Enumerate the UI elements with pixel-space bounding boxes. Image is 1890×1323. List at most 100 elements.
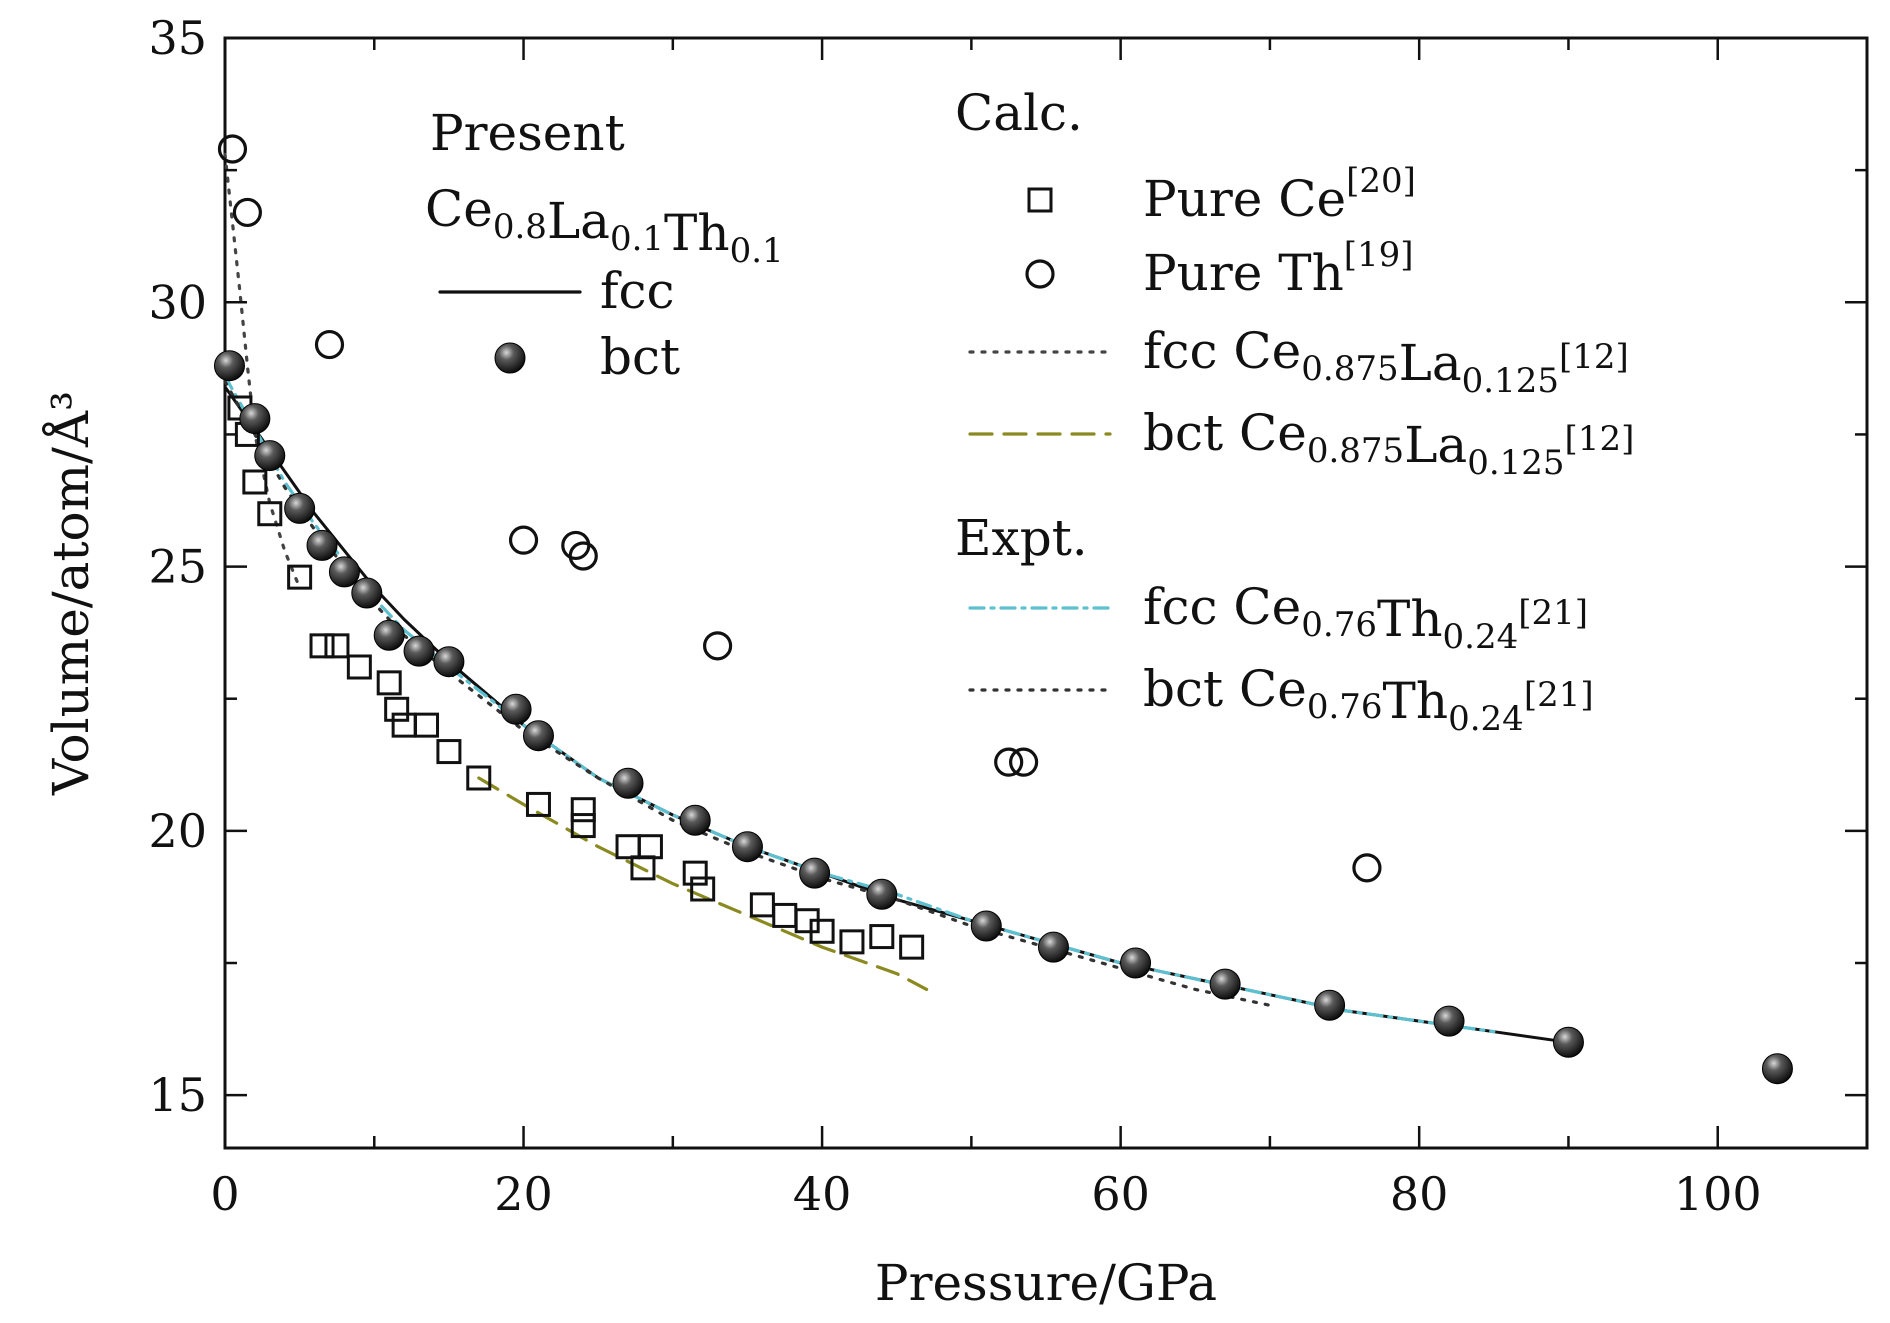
data-point xyxy=(213,350,245,382)
data-point xyxy=(702,631,733,661)
legend-label: fcc xyxy=(600,262,675,320)
x-tick-label: 0 xyxy=(210,1167,239,1221)
data-point xyxy=(637,834,663,860)
data-point xyxy=(391,712,417,738)
data-point xyxy=(232,197,262,228)
data-point xyxy=(522,720,554,752)
legend-entry: Pure Ce[20] xyxy=(1027,161,1416,228)
legend-text-part: 0.24 xyxy=(1443,617,1519,657)
axis-ticks: 0 20 40 60 80 100 15 20 25 30 35 xyxy=(148,11,1869,1221)
legend-entry: fcc xyxy=(438,262,675,320)
legend-label: bct Ce0.76Th0.24[21] xyxy=(1143,660,1594,739)
legend-entry: Pure Th[19] xyxy=(1025,235,1414,302)
data-point xyxy=(384,696,410,722)
data-point xyxy=(508,525,539,555)
legend-entry: bct xyxy=(494,328,680,386)
data-point xyxy=(839,929,865,955)
data-point xyxy=(1433,1005,1465,1037)
data-point xyxy=(403,635,435,667)
data-point xyxy=(324,633,350,659)
legend-swatch xyxy=(1025,259,1055,289)
data-point xyxy=(287,564,313,590)
legend-label: Pure Ce[20] xyxy=(1143,161,1416,228)
legend-label: fcc Ce0.76Th0.24[21] xyxy=(1143,578,1588,657)
legend-text-part: La xyxy=(1399,334,1462,392)
data-point xyxy=(1209,968,1241,1000)
legend-text-part: 0.24 xyxy=(1448,699,1524,739)
legend-text-part: La xyxy=(547,192,610,250)
data-point xyxy=(1009,747,1039,777)
data-point xyxy=(376,670,402,696)
legend-heading-present: Present xyxy=(430,104,625,162)
legend-label: Pure Th[19] xyxy=(1143,235,1414,302)
y-tick-label: 30 xyxy=(148,275,207,329)
data-point xyxy=(433,646,465,678)
y-tick-label: 25 xyxy=(148,540,207,594)
data-point xyxy=(1761,1053,1793,1085)
legend-text-part: 0.76 xyxy=(1307,687,1383,727)
data-point xyxy=(568,541,598,571)
data-point xyxy=(570,797,596,823)
data-point xyxy=(899,934,925,960)
legend-label: bct xyxy=(600,328,680,386)
data-point xyxy=(570,813,596,839)
y-tick-label: 35 xyxy=(148,11,207,65)
legend-swatch xyxy=(1027,187,1053,213)
data-point xyxy=(866,878,898,910)
data-point xyxy=(1037,931,1069,963)
legend-entry: bct Ce0.875La0.125[12] xyxy=(968,404,1635,483)
data-point xyxy=(809,918,835,944)
legend-text-part: [20] xyxy=(1346,161,1416,201)
legend-text-part: Ce xyxy=(425,180,493,238)
x-tick-label: 20 xyxy=(494,1167,553,1221)
data-point xyxy=(500,693,532,725)
legend-text-part: Th xyxy=(1377,590,1443,648)
data-point xyxy=(242,469,268,495)
legend-present-material: Ce0.8La0.1Th0.1 xyxy=(425,180,784,271)
data-point xyxy=(994,747,1024,777)
data-point xyxy=(306,529,338,561)
legend-text-part: 0.1 xyxy=(610,219,664,259)
legend-text-part: 0.125 xyxy=(1462,361,1559,401)
legend-text-part: Pure Th xyxy=(1143,244,1344,302)
legend-text-part: fcc xyxy=(600,262,675,320)
legend-text-part: [12] xyxy=(1565,419,1635,459)
data-point xyxy=(254,440,286,472)
data-point xyxy=(731,831,763,863)
data-point xyxy=(772,902,798,928)
data-point xyxy=(328,556,360,588)
data-point xyxy=(257,501,283,527)
legend-heading-calc: Calc. xyxy=(955,84,1083,142)
legend-text-part: [21] xyxy=(1518,593,1588,633)
data-point xyxy=(414,712,440,738)
plot-frame xyxy=(223,36,1869,1150)
data-point xyxy=(1120,947,1152,979)
data-point xyxy=(612,767,644,799)
data-point xyxy=(436,739,462,765)
legend-entry: fcc Ce0.875La0.125[12] xyxy=(968,322,1629,401)
data-point xyxy=(284,492,316,524)
y-axis-title: Volume/atom/Å³ xyxy=(41,391,100,796)
legend-entry: fcc Ce0.76Th0.24[21] xyxy=(968,578,1588,657)
series-line xyxy=(477,776,929,992)
legend-text-part: [19] xyxy=(1344,235,1414,275)
legend-text-part: 0.875 xyxy=(1307,431,1404,471)
y-tick-label: 15 xyxy=(148,1068,207,1122)
legend-text-part: [21] xyxy=(1524,675,1594,715)
x-tick-label: 60 xyxy=(1091,1167,1150,1221)
data-point xyxy=(690,876,716,902)
data-point xyxy=(239,403,271,435)
y-tick-label: 20 xyxy=(148,804,207,858)
data-point xyxy=(679,804,711,836)
data-point xyxy=(970,910,1002,942)
data-point xyxy=(1352,853,1382,883)
plot-area xyxy=(223,36,1869,1150)
data-point xyxy=(309,633,335,659)
legend-text-part: La xyxy=(1404,416,1467,474)
data-point xyxy=(799,857,831,889)
data-point xyxy=(869,924,895,950)
legend-text-part: 0.76 xyxy=(1301,605,1377,645)
data-point xyxy=(466,765,492,791)
